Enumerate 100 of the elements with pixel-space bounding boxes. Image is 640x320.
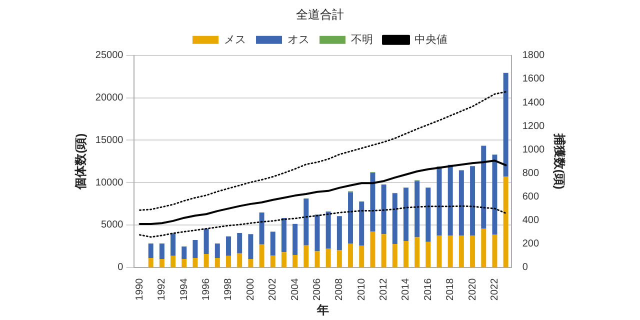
bar [248,234,254,259]
bar [204,254,209,268]
x-tick-label: 1992 [156,278,168,301]
bar [448,164,453,236]
legend-label: 中央値 [414,32,448,46]
y-tick-label: 20000 [95,92,124,104]
bar [481,146,486,229]
bar [304,245,309,268]
y2-axis-title: 捕獲数(頭) [552,132,566,190]
x-tick-label: 2012 [378,278,390,301]
bar [492,234,498,268]
bar [414,237,420,268]
x-tick-label: 2022 [489,278,500,301]
chart-title: 全道合計 [296,8,344,22]
y2-tick-label: 200 [522,238,540,250]
bar [326,248,331,268]
x-tick-label: 2008 [334,278,346,301]
bar [248,258,254,268]
bar [214,243,220,258]
bar [292,224,298,255]
bar [270,256,276,268]
bar [159,258,164,268]
bar [281,252,286,268]
bar [370,232,376,268]
bar [304,198,309,246]
y2-tick-label: 800 [522,168,540,179]
bar [237,232,242,254]
bar [403,188,408,241]
bar [381,184,386,234]
legend-label: 不明 [351,34,373,46]
bar [314,214,320,252]
bar [148,258,154,268]
y2-tick-label: 1000 [522,144,546,156]
x-tick-label: 1990 [134,278,146,301]
x-tick-label: 2020 [467,278,478,301]
bar [204,228,209,254]
bar [259,212,264,244]
x-tick-label: 2010 [356,278,368,301]
x-tick-label: 2016 [422,278,434,301]
legend-label: メス [224,34,246,46]
bar [226,256,231,268]
bar [314,251,320,268]
bar [159,243,164,259]
y-tick-label: 0 [118,262,124,274]
bar [281,218,286,252]
bar [481,228,486,268]
bar [292,254,298,268]
bar [182,258,187,268]
bar [414,181,420,238]
bar [348,192,354,244]
bar [192,240,198,258]
bar [170,234,176,256]
x-tick-label: 1994 [178,278,190,301]
bar [359,246,364,268]
y-tick-label: 5000 [100,220,124,231]
y2-tick-label: 600 [522,191,540,202]
x-tick-label: 2018 [445,278,456,301]
bar [503,72,508,177]
bar [392,193,398,244]
y2-tick-label: 1800 [522,50,546,62]
y-tick-label: 15000 [95,134,124,146]
bar [170,256,176,268]
bar [336,250,342,268]
bar [392,244,398,268]
x-tick-label: 2004 [290,278,301,301]
x-tick-label: 2002 [268,278,279,301]
bar [359,202,364,246]
line-series [139,205,507,238]
bar [458,235,464,268]
bar [259,244,264,268]
bar [403,240,408,268]
x-tick-label: 2006 [312,278,323,301]
bar [426,188,431,242]
bar [426,242,431,268]
bar [381,234,386,268]
x-tick-label: 2000 [245,278,256,301]
legend-label: オス [288,34,310,46]
bar [370,173,376,232]
bar [270,232,276,256]
bar [148,243,154,258]
bar [336,216,342,250]
x-tick-label: 1998 [223,278,234,301]
bar [448,235,453,268]
bar [237,253,242,268]
y2-tick-label: 0 [522,262,528,274]
bar [326,212,331,249]
bar [192,258,198,268]
y2-tick-label: 1400 [522,97,546,108]
line-series [139,91,507,211]
bar [470,166,476,236]
bar [503,176,508,268]
y-tick-label: 10000 [95,177,124,188]
y2-tick-label: 1600 [522,74,546,85]
bar [492,154,498,235]
bar [348,243,354,268]
x-tick-label: 1996 [201,278,212,301]
y-tick-label: 25000 [95,50,124,62]
y-axis-title: 個体数(頭) [74,133,88,190]
bar [182,246,187,259]
x-axis-title: 年 [316,303,329,318]
